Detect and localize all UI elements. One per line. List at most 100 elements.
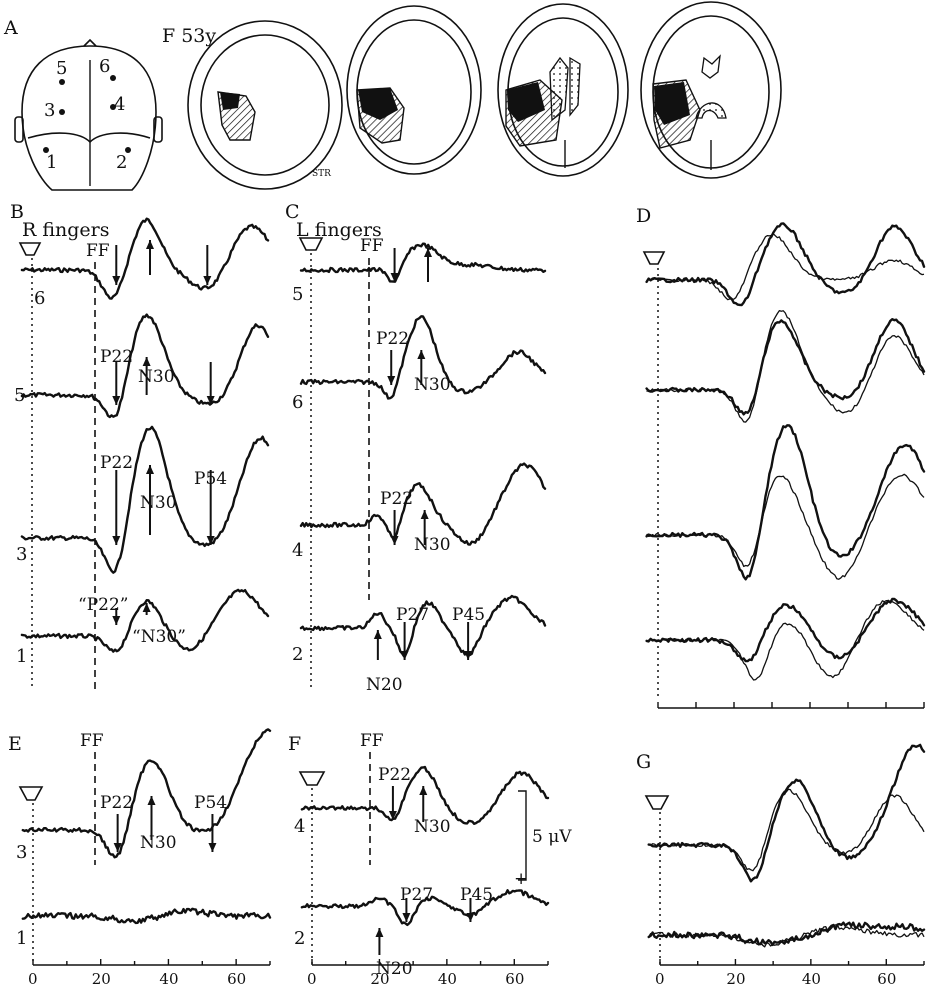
x-tick-label-4-60: 60 bbox=[505, 970, 524, 988]
peak-c2-n20: N20 bbox=[366, 675, 403, 695]
channel-b-1: 1 bbox=[16, 646, 27, 667]
panel-label-a: A bbox=[3, 17, 18, 39]
electrode-1-dot bbox=[43, 147, 49, 153]
peak-c4-n30: N30 bbox=[414, 535, 451, 555]
electrode-3-dot bbox=[59, 109, 65, 115]
arrow-e-1-head bbox=[147, 796, 156, 805]
ff-label-f: FF bbox=[360, 731, 384, 751]
scale-bar-label: 5 μV bbox=[532, 827, 572, 847]
arrow-b-0-1-head bbox=[146, 240, 154, 249]
scale-bar: 5 μV + bbox=[514, 790, 572, 889]
channel-c-2: 2 bbox=[292, 644, 303, 665]
peak-f2-n20: N20 bbox=[376, 959, 413, 979]
peak-b1-n30: “N30” bbox=[132, 627, 186, 647]
trace-d-3-thick bbox=[645, 424, 926, 581]
peak-b3-p22: P22 bbox=[100, 453, 133, 473]
electrode-label-4: 4 bbox=[114, 94, 125, 115]
trace-g-1-thick bbox=[647, 743, 926, 883]
peak-c6-n30: N30 bbox=[414, 375, 451, 395]
arrow-f2-2-head bbox=[466, 913, 475, 922]
ct-slice-3 bbox=[497, 3, 629, 177]
trace-c-6 bbox=[299, 315, 547, 400]
arrow-b-2-0-head bbox=[112, 536, 121, 545]
electrode-label-2: 2 bbox=[116, 152, 127, 173]
arrow-c-3-1-head bbox=[400, 651, 409, 660]
arrow-f4-1-head bbox=[419, 786, 428, 795]
arrow-c-3-2-head bbox=[464, 651, 473, 660]
x-tick-label-5-20: 20 bbox=[726, 970, 745, 988]
stimulus-arrow-d bbox=[642, 251, 666, 265]
stimulus-arrow-e bbox=[18, 786, 44, 801]
patient-label: F 53y bbox=[162, 25, 216, 47]
trace-d-2-thin bbox=[646, 309, 925, 423]
panel-label-b: B bbox=[10, 201, 24, 223]
arrow-b-3-0-head bbox=[112, 616, 121, 625]
arrow-c-2-0-head bbox=[390, 536, 399, 545]
trace-b-3 bbox=[20, 425, 270, 574]
channel-e-1: 1 bbox=[16, 928, 27, 949]
peak-e3-p54: P54 bbox=[194, 793, 227, 813]
trace-c-4 bbox=[299, 462, 547, 546]
trace-d-3-thin bbox=[646, 473, 925, 580]
trace-d-4-thick bbox=[645, 597, 926, 663]
x-tick-label-3-0: 0 bbox=[28, 970, 38, 988]
trace-g-2-thick bbox=[647, 921, 926, 947]
channel-c-6: 6 bbox=[292, 392, 303, 413]
x-tick-label-5-60: 60 bbox=[877, 970, 896, 988]
arrow-e-0-head bbox=[113, 843, 122, 852]
x-tick-label-3-20: 20 bbox=[92, 970, 111, 988]
stimulus-markers bbox=[18, 237, 670, 965]
arrow-b-3-1-head bbox=[142, 603, 151, 612]
scan-note: STR bbox=[312, 169, 331, 179]
x-tick-label-5-40: 40 bbox=[802, 970, 821, 988]
scalp-map: 5 6 3 4 1 2 bbox=[14, 38, 163, 191]
traces bbox=[20, 217, 926, 948]
electrode-label-6: 6 bbox=[99, 56, 110, 77]
ct-slice-2 bbox=[346, 5, 482, 175]
x-axes: 0 20 40 60 0 20 40 60 0 20 40 60 bbox=[28, 702, 925, 988]
stimulus-arrow-c bbox=[298, 237, 324, 251]
trace-c-5 bbox=[299, 242, 547, 283]
peak-b5-p22: P22 bbox=[100, 347, 133, 367]
arrow-f4-0-head bbox=[388, 811, 397, 820]
trace-d-4-thin bbox=[646, 599, 925, 681]
arrow-b-1-0-head bbox=[112, 396, 121, 405]
x-tick-label-3-40: 40 bbox=[159, 970, 178, 988]
peak-c6-p22: P22 bbox=[376, 329, 409, 349]
panel-label-f: F bbox=[288, 733, 301, 755]
arrow-b-0-0-head bbox=[112, 276, 121, 285]
panel-label-c: C bbox=[285, 201, 300, 223]
channel-b-6: 6 bbox=[34, 288, 45, 309]
trace-d-1-thin bbox=[646, 233, 925, 301]
peak-arrows bbox=[112, 240, 475, 955]
ff-label-b: FF bbox=[86, 241, 110, 261]
peak-e3-n30: N30 bbox=[140, 833, 177, 853]
stimulus-arrow-f bbox=[298, 771, 326, 786]
x-tick-label-3-60: 60 bbox=[227, 970, 246, 988]
ff-label-e: FF bbox=[80, 731, 104, 751]
peak-c2-p27: P27 bbox=[396, 605, 429, 625]
panel-label-g: G bbox=[636, 751, 651, 773]
peak-b3-n30: N30 bbox=[140, 493, 177, 513]
trace-g-1-thin bbox=[648, 788, 925, 872]
trace-b-1 bbox=[20, 588, 270, 653]
arrow-b-0-2-head bbox=[203, 276, 212, 285]
peak-b5-n30: N30 bbox=[138, 367, 175, 387]
electrode-2-dot bbox=[125, 147, 131, 153]
trace-d-2-thick bbox=[645, 318, 926, 416]
scale-bar-plus: + bbox=[514, 869, 528, 889]
ct-slice-1: STR bbox=[187, 20, 343, 190]
channel-labels: 6 5 3 1 5 6 4 2 3 1 4 2 bbox=[14, 284, 305, 949]
electrode-label-3: 3 bbox=[44, 100, 55, 121]
title-r-fingers: R fingers bbox=[22, 219, 110, 241]
arrow-c-2-1-head bbox=[420, 510, 429, 519]
x-tick-label-4-20: 20 bbox=[370, 970, 389, 988]
arrow-b-2-2-head bbox=[206, 536, 215, 545]
arrow-b-2-1-head bbox=[146, 465, 154, 474]
trace-c-2 bbox=[299, 594, 547, 658]
arrow-c-3-0-head bbox=[373, 630, 382, 639]
electrode-5-dot bbox=[59, 79, 65, 85]
ct-slice-4 bbox=[640, 1, 782, 179]
arrow-f2-0-head bbox=[375, 928, 384, 937]
